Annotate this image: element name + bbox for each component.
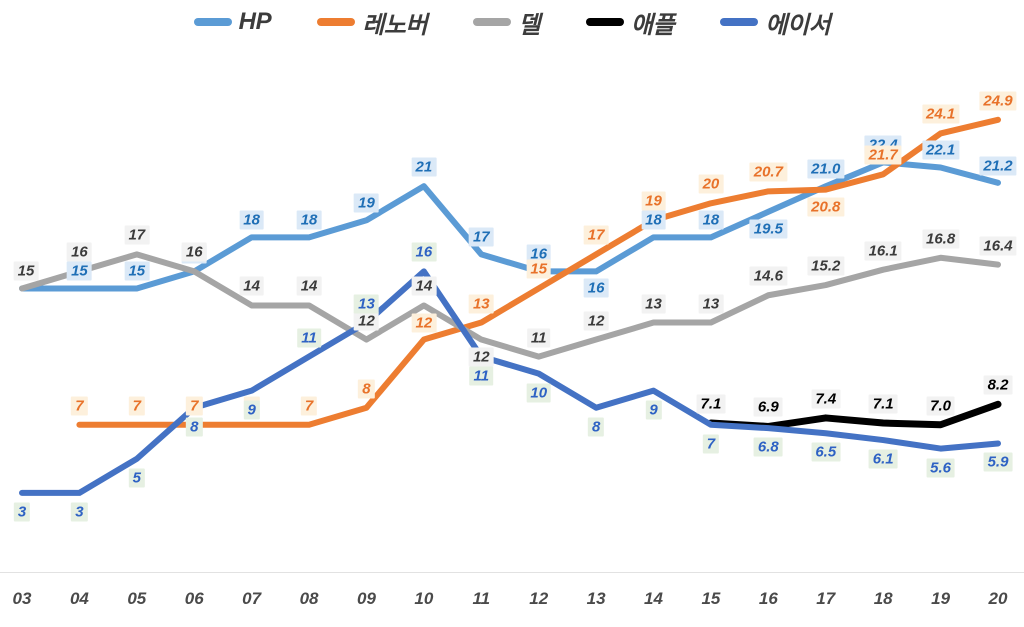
legend-item-hp[interactable]: HP	[193, 8, 272, 36]
legend-swatch-icon-acer	[720, 18, 759, 26]
x-tick-04: 04	[69, 589, 89, 608]
x-tick-10: 10	[414, 589, 434, 608]
legend-item-lenovo[interactable]: 레노버	[317, 5, 428, 40]
x-tick-15: 15	[701, 589, 721, 608]
x-tick-19: 19	[931, 589, 951, 608]
legend-swatch-icon-apple	[585, 18, 624, 26]
legend-swatch-icon-lenovo	[317, 18, 356, 26]
x-tick-20: 20	[988, 589, 1008, 608]
legend-item-acer[interactable]: 에이서	[720, 5, 831, 40]
x-tick-17: 17	[816, 589, 836, 608]
x-tick-03: 03	[12, 589, 32, 608]
legend-item-dell[interactable]: 델	[473, 5, 540, 40]
x-tick-14: 14	[644, 589, 663, 608]
line-series-acer	[19, 268, 1001, 496]
line-series-hp	[19, 159, 1001, 292]
x-axis-ticks: 03 04 05 06 07 08 09 10 11 12 13 14 15 16 17 18 19 20	[0, 573, 1024, 627]
legend-label-dell: 델	[518, 11, 540, 39]
legend-label-hp: HP	[238, 8, 272, 35]
x-tick-18: 18	[873, 589, 893, 608]
line-series-apple	[707, 400, 1002, 430]
x-tick-05: 05	[127, 589, 147, 608]
x-tick-16: 16	[758, 589, 778, 608]
legend-label-apple: 애플	[630, 11, 675, 39]
x-tick-13: 13	[586, 589, 606, 608]
plot-area: 15 15 16 18 18 19 21 17 16 16 18 18 19.5 21.0 22.4 22.1…	[0, 44, 1024, 572]
legend-swatch-icon-hp	[193, 18, 232, 26]
x-tick-08: 08	[299, 589, 319, 608]
x-tick-06: 06	[184, 589, 204, 608]
x-tick-12: 12	[529, 589, 549, 608]
legend-label-acer: 에이서	[765, 11, 831, 39]
legend-label-lenovo: 레노버	[362, 11, 428, 39]
x-tick-07: 07	[242, 589, 262, 608]
chart-legend: HP 레노버 델 애플 에이서	[0, 0, 1024, 44]
line-series-dell	[19, 251, 1001, 360]
x-axis-line	[0, 572, 1024, 573]
line-series-lenovo	[76, 116, 1001, 428]
x-tick-11: 11	[472, 589, 491, 608]
series-lines	[19, 116, 1002, 496]
legend-swatch-icon-dell	[473, 18, 512, 26]
legend-item-apple[interactable]: 애플	[585, 5, 675, 40]
x-tick-09: 09	[357, 589, 376, 608]
